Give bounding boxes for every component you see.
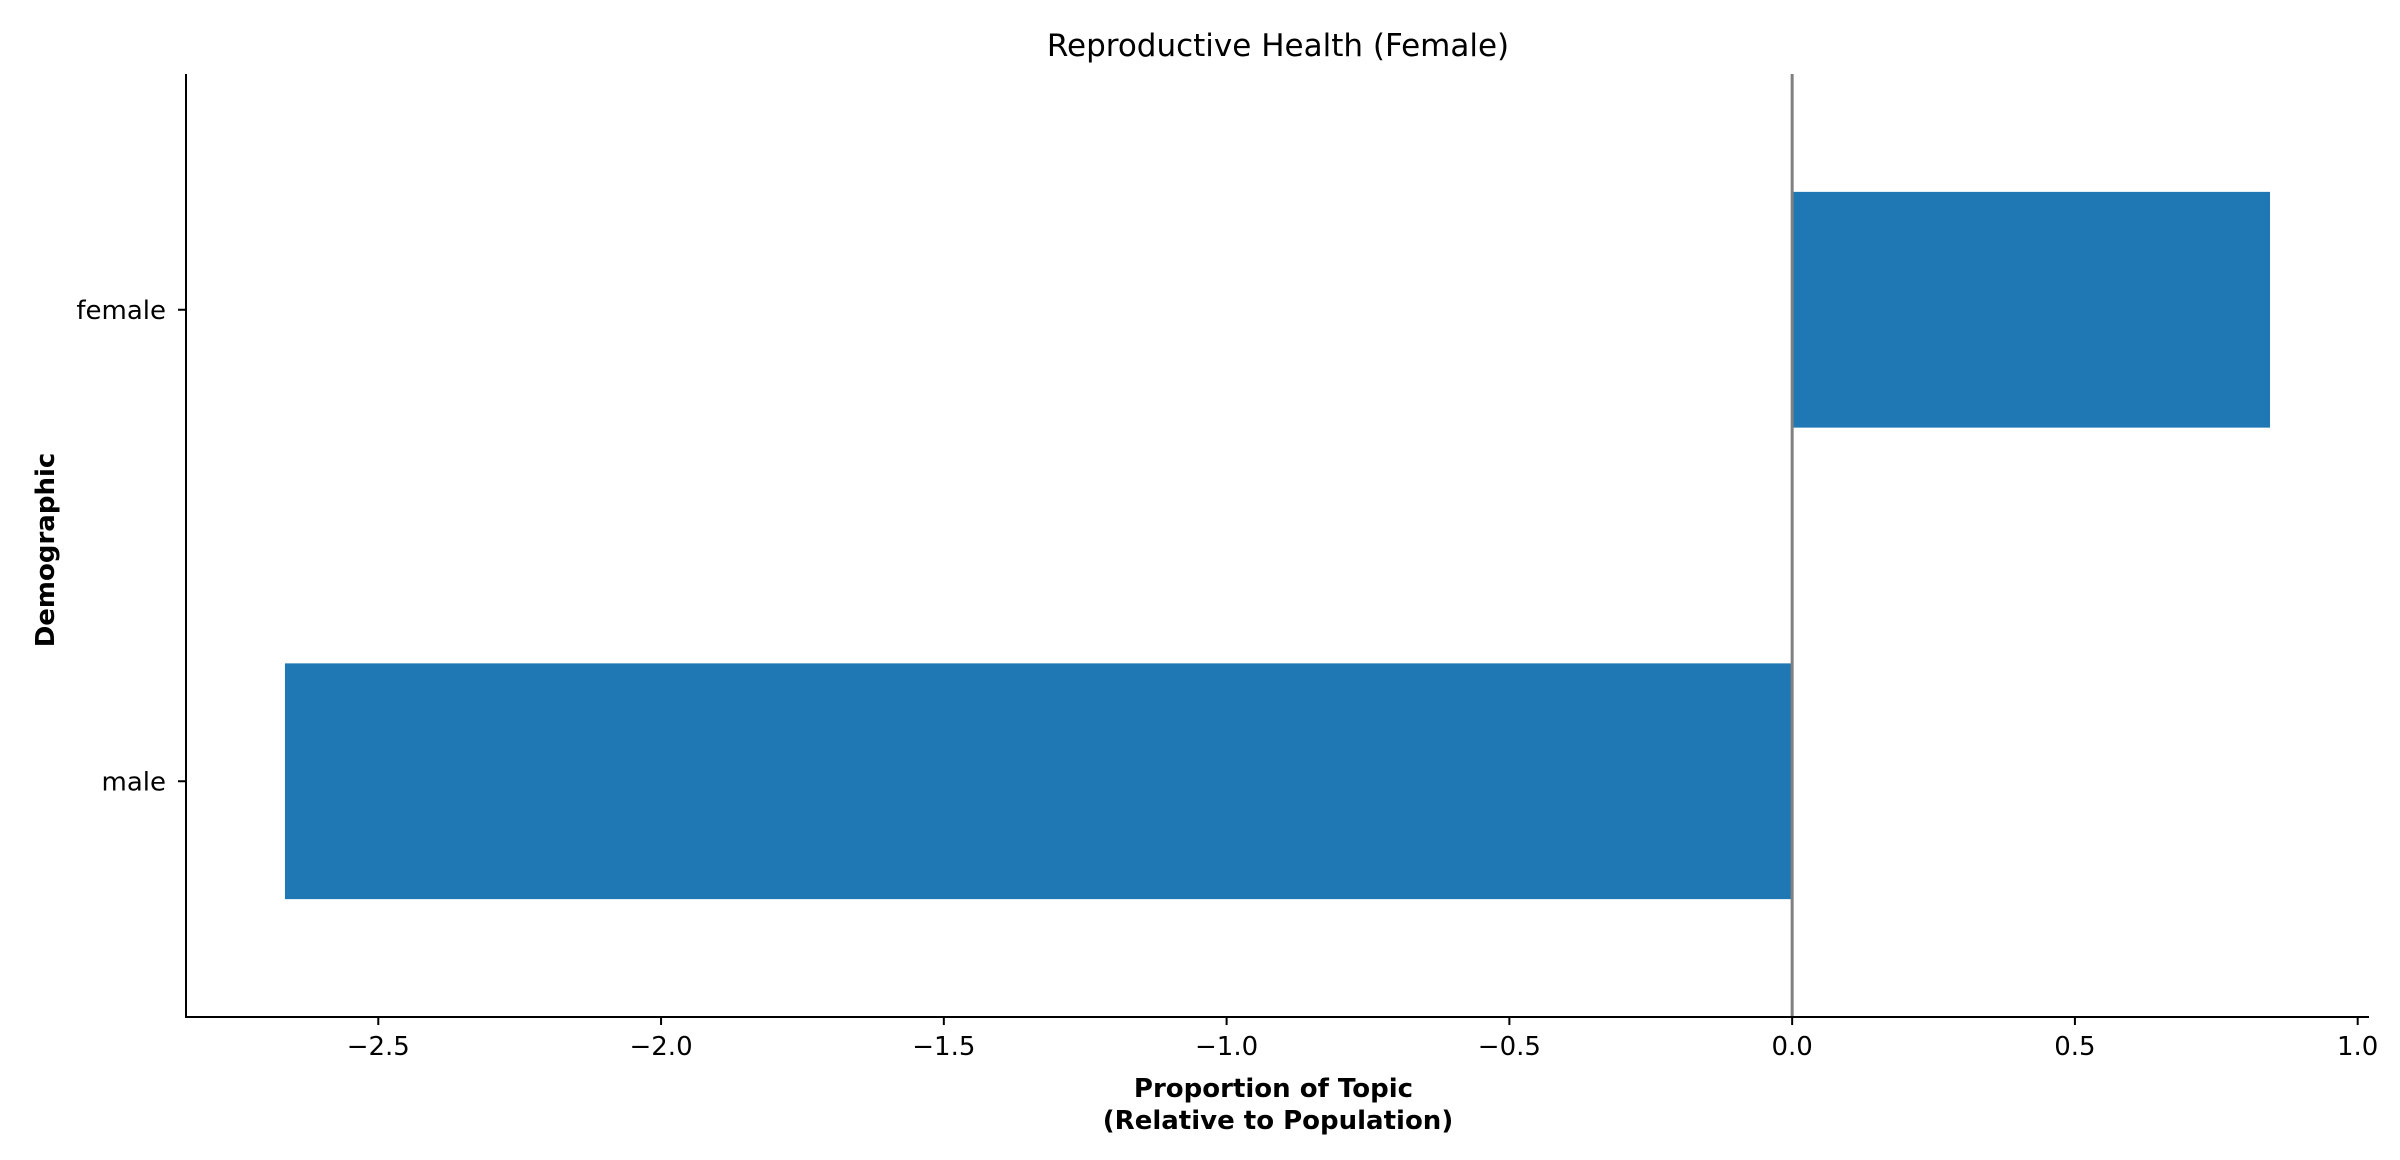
- bar-female: [1792, 191, 2271, 428]
- bars-group: [284, 191, 2271, 900]
- y-axis-ticks: female male: [76, 296, 186, 797]
- y-axis-label: Demographic: [31, 453, 61, 648]
- x-tick-label: 0.5: [2054, 1032, 2095, 1062]
- x-axis-label: Proportion of Topic (Relative to Populat…: [1103, 1074, 1453, 1136]
- x-tick-label: −1.0: [1195, 1032, 1258, 1062]
- y-tick-label-male: male: [102, 767, 166, 797]
- x-tick-label: 0.0: [1771, 1032, 1812, 1062]
- bar-male: [284, 663, 1793, 900]
- x-tick-label: 1.0: [2337, 1032, 2378, 1062]
- chart-title: Reproductive Health (Female): [1047, 28, 1509, 64]
- y-tick-label-female: female: [76, 296, 166, 326]
- x-tick-label: −0.5: [1478, 1032, 1541, 1062]
- x-axis-label-line-2: (Relative to Population): [1103, 1106, 1453, 1136]
- x-tick-label: −2.5: [347, 1032, 410, 1062]
- x-axis-label-line-1: Proportion of Topic: [1134, 1074, 1413, 1104]
- x-tick-label: −1.5: [912, 1032, 975, 1062]
- x-tick-label: −2.0: [629, 1032, 692, 1062]
- x-axis-ticks: −2.5 −2.0 −1.5 −1.0 −0.5 0.0 0.5 1.0: [347, 1017, 2378, 1062]
